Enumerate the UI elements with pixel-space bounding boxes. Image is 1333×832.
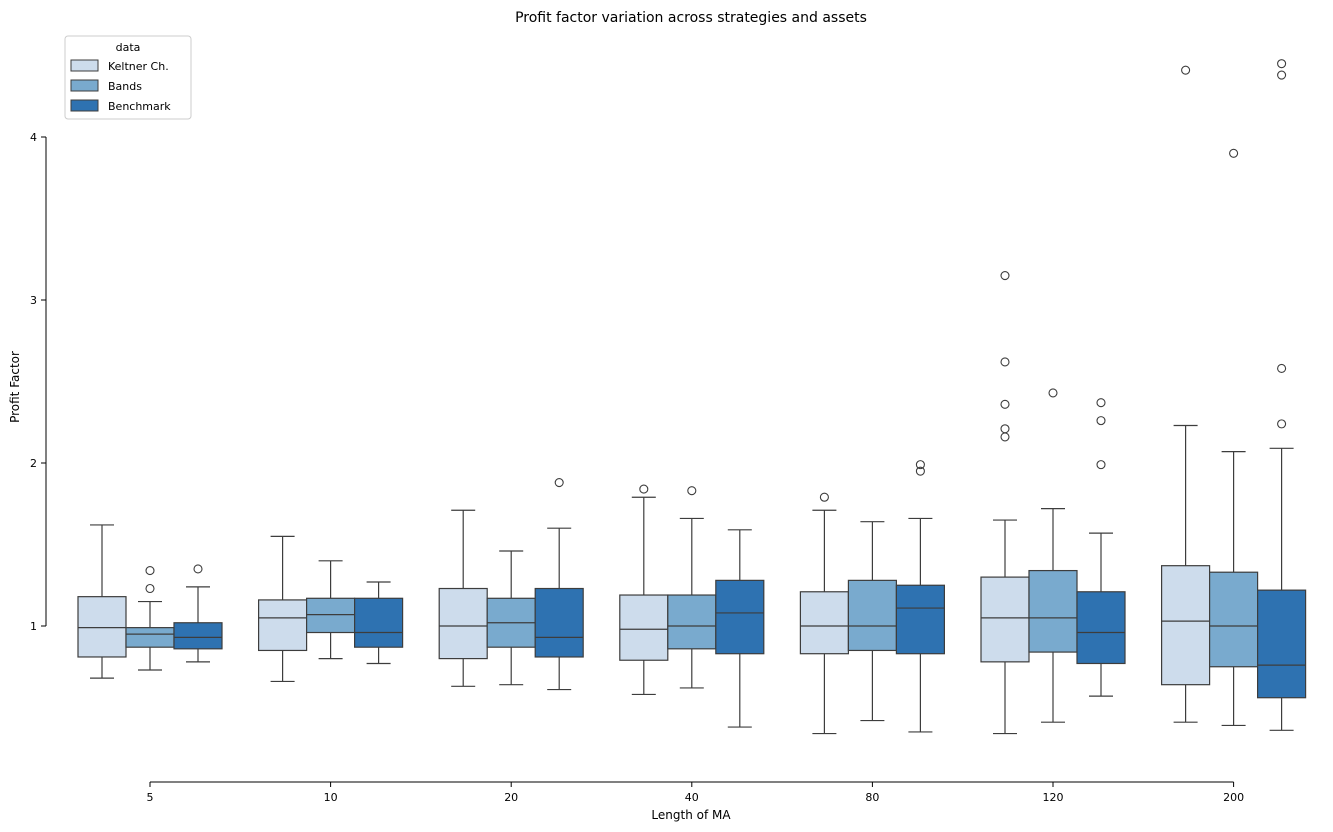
legend: data Keltner Ch. Bands Benchmark: [64, 35, 192, 120]
y-tick-label: 3: [30, 294, 37, 307]
box-group: [847, 521, 898, 722]
y-axis-label: Profit Factor: [8, 351, 22, 423]
outlier-point: [1000, 270, 1010, 281]
box-iqr: [1076, 591, 1126, 665]
box-group: [799, 492, 850, 735]
box-group: [895, 460, 946, 733]
box-group: [1076, 398, 1126, 697]
x-tick-label: 40: [685, 791, 699, 804]
x-tick-label: 200: [1223, 791, 1244, 804]
outlier-point: [1277, 419, 1287, 429]
outlier-point: [1277, 70, 1287, 80]
box-iqr: [1256, 589, 1307, 699]
outlier-point: [1000, 357, 1010, 367]
box-iqr: [980, 576, 1030, 663]
legend-label: Benchmark: [108, 100, 171, 113]
x-tick-label: 5: [147, 791, 154, 804]
outlier-point: [1096, 398, 1106, 408]
box-group: [125, 566, 175, 671]
x-tick-label: 10: [324, 791, 338, 804]
box-group: [354, 581, 404, 665]
box-iqr: [667, 594, 717, 650]
box-iqr: [258, 599, 308, 652]
axes: 1 2 3 4 5 10 20 40 80 120 200: [30, 131, 1244, 804]
outlier-point: [554, 478, 564, 488]
box-group: [534, 478, 584, 691]
box-group: [980, 270, 1030, 735]
outlier-point: [1096, 460, 1106, 470]
legend-swatch: [70, 79, 99, 92]
box-iqr: [125, 627, 175, 648]
x-tick-label: 20: [504, 791, 518, 804]
outlier-point: [193, 564, 203, 574]
box-group: [306, 560, 356, 660]
outlier-point: [687, 486, 697, 496]
y-tick-label: 2: [30, 457, 37, 470]
box-group: [486, 550, 536, 686]
outlier-point: [1000, 432, 1010, 442]
x-tick-label: 80: [865, 791, 879, 804]
legend-frame: [64, 35, 192, 120]
legend-label: Keltner Ch.: [108, 60, 169, 73]
box-iqr: [354, 597, 404, 648]
box-group: [258, 535, 308, 683]
box-iqr: [77, 596, 127, 658]
outlier-point: [1096, 416, 1106, 426]
box-iqr: [1208, 571, 1259, 668]
outlier-point: [1181, 65, 1191, 75]
legend-swatch: [70, 59, 99, 72]
box-iqr: [715, 579, 765, 655]
box-group: [1028, 388, 1078, 723]
x-tick-label: 120: [1043, 791, 1064, 804]
box-group: [667, 486, 717, 689]
legend-label: Bands: [108, 80, 142, 93]
box-group: [1208, 148, 1259, 727]
x-axis-label: Length of MA: [651, 808, 731, 822]
box-iqr: [306, 597, 356, 634]
outlier-point: [1048, 388, 1058, 398]
outlier-point: [145, 583, 155, 594]
outlier-point: [1229, 148, 1239, 158]
box-group: [619, 484, 669, 696]
legend-swatch: [70, 99, 99, 112]
box-group: [173, 564, 223, 663]
box-group: [438, 509, 488, 687]
outlier-point: [1000, 399, 1010, 409]
outlier-point: [819, 492, 829, 502]
box-iqr: [438, 587, 488, 660]
outlier-point: [915, 466, 925, 476]
outlier-point: [639, 484, 649, 494]
box-group: [77, 524, 127, 679]
box-iqr: [799, 591, 850, 655]
outlier-point: [1000, 424, 1010, 434]
box-iqr: [895, 584, 946, 655]
chart-title: Profit factor variation across strategie…: [515, 10, 867, 26]
plot-area: [77, 59, 1307, 735]
legend-title: data: [116, 41, 141, 54]
box-iqr: [173, 622, 223, 650]
outlier-point: [1277, 59, 1287, 69]
box-group: [1160, 65, 1211, 723]
outlier-point: [915, 460, 925, 470]
y-tick-label: 4: [30, 131, 37, 144]
y-tick-label: 1: [30, 620, 37, 633]
outlier-point: [145, 566, 155, 576]
box-iqr: [619, 594, 669, 661]
box-iqr: [1028, 569, 1078, 653]
box-iqr: [847, 579, 898, 652]
outlier-point: [1277, 363, 1287, 374]
box-group: [1256, 59, 1307, 731]
box-group: [715, 529, 765, 728]
box-iqr: [534, 587, 584, 658]
box-iqr: [1160, 565, 1211, 686]
